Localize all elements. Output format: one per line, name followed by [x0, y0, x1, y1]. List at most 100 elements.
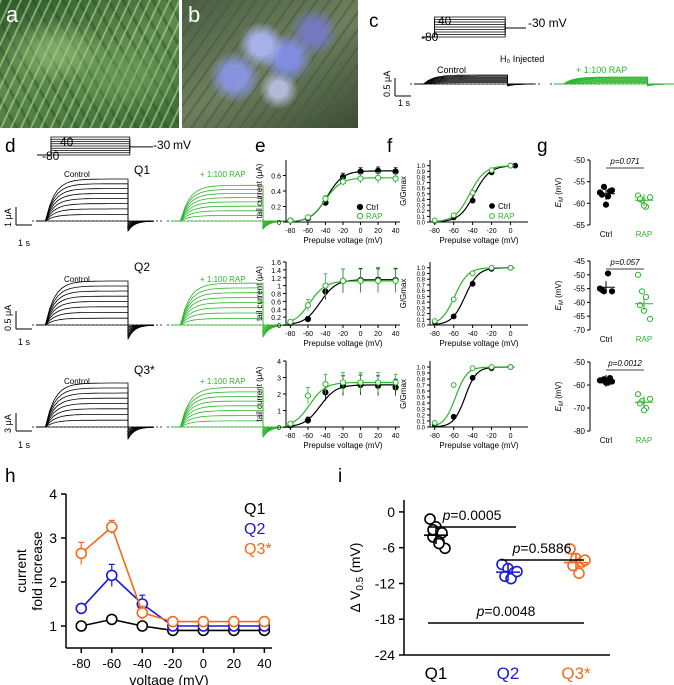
y-tick-label: 1.0 — [417, 164, 426, 170]
y-tick-label: 0.4 — [271, 307, 281, 314]
data-point-rap — [322, 195, 329, 202]
y-tick-label: -50 — [573, 358, 585, 367]
d-scale-y-1: 1 μA — [3, 208, 13, 227]
y-tick-label: 0.1 — [417, 420, 426, 426]
data-point-rap — [450, 212, 457, 219]
y-axis-label: Δ V0.5 (mV) — [347, 543, 366, 613]
current-trace — [171, 405, 289, 433]
current-trace — [36, 317, 154, 328]
current-trace — [36, 414, 154, 431]
x-tick-label: -20 — [338, 228, 348, 235]
p-value: p=0.071 — [609, 157, 639, 166]
panel-c-control-label: Control — [437, 65, 466, 75]
x-tick-label: -80 — [430, 331, 440, 338]
data-point-ctrl — [606, 375, 614, 382]
y-tick-label: -55 — [573, 178, 585, 187]
data-point-rap — [636, 195, 644, 203]
y-tick-label: -50 — [573, 156, 585, 165]
data-point-rap — [374, 277, 382, 284]
rosemary-leaves-photo: a — [0, 0, 179, 128]
x-tick-label: -20 — [338, 433, 348, 440]
data-point-ctrl — [450, 413, 457, 420]
data-point — [167, 615, 179, 628]
data-point-rap — [287, 217, 294, 224]
y-tick-label: 0.3 — [417, 204, 426, 210]
x-tick-label: -40 — [320, 433, 330, 440]
d-rap-label-2: + 1:100 RAP — [200, 275, 246, 284]
panel-letter-i: i — [338, 466, 342, 487]
data-point — [105, 613, 118, 626]
data-point-rap — [322, 381, 329, 388]
legend-label-1: Q2 — [244, 521, 265, 538]
data-point-rap — [646, 194, 654, 201]
current-trace — [554, 76, 674, 87]
y-tick-label: 0.1 — [417, 318, 426, 324]
protocol-step — [434, 28, 506, 37]
y-tick-label: 0.6 — [271, 299, 281, 306]
y-tick-label: 0.5 — [417, 192, 426, 198]
x-tick-label: -80 — [430, 433, 440, 440]
category-label-rap: RAP — [636, 335, 652, 344]
x-tick-label: -80 — [285, 331, 295, 338]
panel-i-plot: 0 -6 -12 -18 -24 Δ V0.5 (mV) Q1 Q2 Q3* p=0.0005 p=… — [347, 500, 610, 683]
x-axis-label: Prepulse voltage (mV) — [303, 441, 382, 450]
x-tick-label: 0 — [509, 228, 513, 235]
panel-c-scale-y: 0.5 μA — [382, 71, 392, 97]
x-tick-label: -20 — [338, 331, 348, 338]
x-axis-label: Prepulse voltage (mV) — [303, 236, 382, 245]
x-tick-label: -80 — [285, 433, 295, 440]
d-scale-x-3: 1 s — [18, 440, 31, 450]
data-point-ctrl — [304, 315, 312, 323]
d-rap-label-1: + 1:100 RAP — [200, 170, 246, 179]
d-scale-y-2: 0.5 μA — [3, 305, 13, 331]
y-tick-label: -60 — [573, 381, 585, 390]
p-value: p=0.0048 — [476, 603, 536, 619]
panel-letter-f: f — [387, 136, 393, 157]
d-control-label-3: Control — [64, 377, 90, 386]
data-point — [136, 606, 149, 619]
y-tick-label: 0.3 — [417, 408, 426, 414]
data-point-ctrl — [357, 168, 364, 175]
y-tick-label: 0.2 — [271, 315, 281, 322]
x-tick-label: 0 — [359, 433, 363, 440]
panel-g-plots: -65 -60 -55 -50 EM (mV) Ctrl RAP p=0.071 -70 -65 -… — [554, 156, 654, 445]
data-point-rap — [392, 379, 399, 386]
data-point-ctrl — [598, 191, 606, 198]
y-tick-label: 0.2 — [417, 312, 426, 318]
category-label-ctrl: Ctrl — [600, 436, 613, 445]
y-tick-label: -80 — [573, 427, 585, 436]
data-point-ctrl — [469, 197, 476, 204]
d-scale-x-1: 1 s — [18, 238, 31, 248]
y-tick-label: -18 — [375, 611, 395, 627]
data-point-ctrl — [600, 183, 608, 190]
data-point-ctrl — [604, 270, 612, 277]
legend-rap-marker — [356, 212, 364, 220]
y-tick-label: 0 — [277, 220, 281, 227]
panel-c-rap-label: + 1:100 RAP — [576, 65, 627, 75]
panel-c-traces — [410, 74, 674, 87]
panel-letter-d: d — [5, 136, 16, 157]
y-tick-label: 4 — [277, 359, 281, 366]
data-point-rap — [507, 364, 514, 370]
legend-label-0: Q1 — [244, 501, 265, 518]
data-point-rap — [374, 379, 382, 386]
panel-c-scale-x: 1 s — [398, 98, 411, 108]
y-axis-label: G/Gmax — [399, 379, 408, 409]
y-axis-label: EM (mV) — [554, 177, 565, 207]
legend-ctrl-label: Ctrl — [366, 203, 379, 212]
y-tick-label: -65 — [573, 221, 585, 230]
data-point-rap — [431, 217, 438, 224]
y-tick-label: 1 — [49, 618, 57, 634]
y-tick-label: 0 — [387, 504, 395, 520]
category-label-0: Q1 — [425, 664, 448, 683]
current-trace — [36, 382, 155, 440]
panel-c-scalebar: 0.5 μA 1 s — [382, 71, 411, 108]
data-point-ctrl — [606, 188, 614, 195]
panel-letter-c: c — [369, 11, 379, 32]
current-trace — [171, 184, 290, 230]
x-tick-label: -20 — [163, 656, 182, 671]
y-tick-label: -70 — [573, 404, 585, 413]
data-point — [564, 543, 576, 555]
